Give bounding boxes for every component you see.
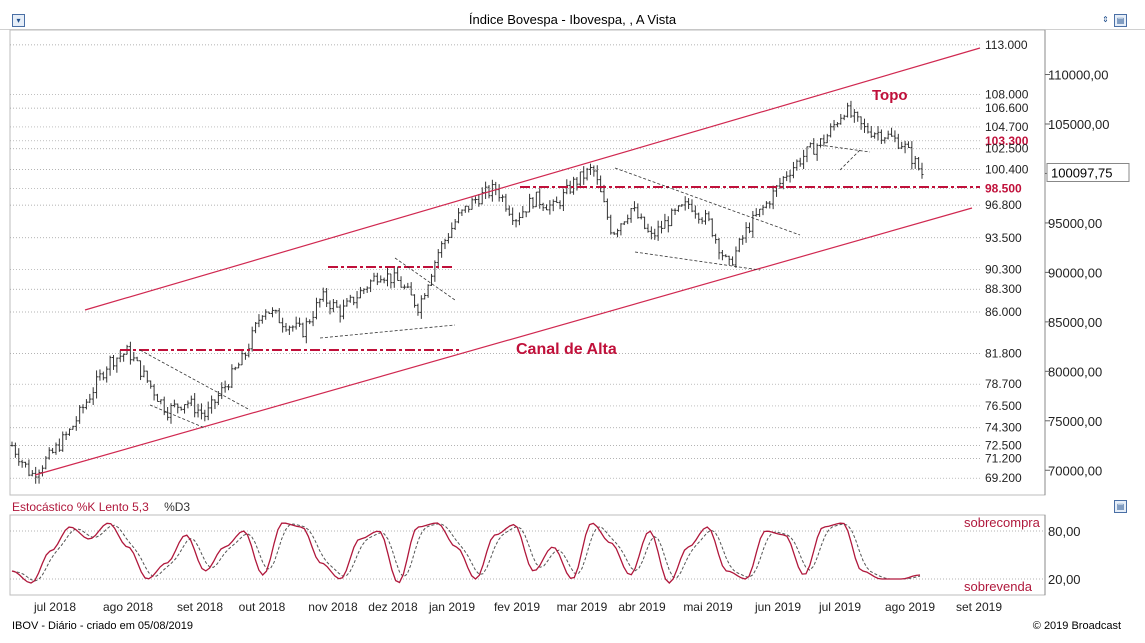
osc-frame [9, 514, 1046, 596]
x-tick-label: ago 2018 [103, 600, 153, 614]
footer-copyright: © 2019 Broadcast [1032, 620, 1121, 632]
pattern-line [839, 149, 861, 171]
level-label: 104.700 [985, 120, 1029, 134]
stoch-k-line [11, 522, 921, 584]
x-tick-label: nov 2018 [308, 600, 358, 614]
chart-title: Índice Bovespa - Ibovespa, , A Vista [468, 12, 677, 27]
y-tick-label: 80000,00 [1048, 364, 1102, 379]
level-label: 102.500 [985, 142, 1029, 156]
channel-lower [34, 207, 973, 476]
level-label: 74.300 [985, 421, 1022, 435]
y-tick-label: 95000,00 [1048, 216, 1102, 231]
level-label: 100.400 [985, 163, 1029, 177]
x-tick-label: jul 2019 [818, 600, 861, 614]
settings-icon[interactable]: ▤ [1114, 14, 1127, 27]
x-axis: jul 2018 ago 2018 set 2018 out 2018 nov 2018… [33, 600, 1002, 614]
zone-label-overbought: sobrecompra [964, 515, 1041, 530]
annotation-topo: Topo [872, 87, 908, 104]
x-tick-label: jan 2019 [428, 600, 475, 614]
level-label: 76.500 [985, 399, 1022, 413]
osc-tick-label: 80,00 [1048, 524, 1081, 539]
level-label: 103.300 [985, 134, 1029, 148]
level-label: 108.000 [985, 87, 1029, 101]
last-value-label: 100097,75 [1051, 165, 1112, 180]
oscillator-panel: 80,00 20,00 sobrecompra sobrevenda [9, 514, 1081, 596]
level-label: 78.700 [985, 377, 1022, 391]
oscillator-title: Estocástico %K Lento 5,3 %D3 [12, 500, 190, 514]
level-label: 69.200 [985, 471, 1022, 485]
level-label: 81.800 [985, 347, 1022, 361]
level-label: 93.500 [985, 231, 1022, 245]
x-tick-label: out 2018 [239, 600, 286, 614]
x-tick-label: dez 2018 [368, 600, 418, 614]
indicator-settings-icon[interactable]: ▤ [1114, 500, 1127, 513]
y-tick-label: 110000,00 [1048, 68, 1109, 83]
x-tick-label: jul 2018 [33, 600, 76, 614]
level-label: 113.000 [985, 38, 1028, 52]
x-tick-label: ago 2019 [885, 600, 935, 614]
level-label: 90.300 [985, 262, 1022, 276]
level-label: 98.500 [985, 181, 1022, 195]
last-value-box [1046, 162, 1130, 182]
pattern-line [614, 167, 801, 236]
level-label: 72.500 [985, 439, 1022, 453]
zone-label-oversold: sobrevenda [964, 579, 1033, 594]
annotation-canal: Canal de Alta [516, 341, 617, 358]
pattern-line [634, 251, 761, 271]
y-tick-label: 105000,00 [1048, 117, 1109, 132]
stoch-k-label: Estocástico %K Lento 5,3 [12, 500, 149, 514]
scroll-arrows-icon[interactable]: ⇕ [1102, 15, 1109, 24]
x-tick-label: set 2018 [177, 600, 223, 614]
level-label: 88.300 [985, 282, 1022, 296]
pattern-line [819, 144, 871, 153]
osc-tick-label: 20,00 [1048, 572, 1081, 587]
y-tick-label: 85000,00 [1048, 315, 1102, 330]
x-tick-label: set 2019 [956, 600, 1002, 614]
pattern-line [394, 257, 456, 301]
stoch-d-label: %D3 [164, 500, 191, 514]
menu-icon[interactable]: ▾ [12, 14, 25, 27]
stoch-d-line [11, 523, 921, 582]
x-tick-label: abr 2019 [618, 600, 666, 614]
level-label: 106.600 [985, 101, 1029, 115]
x-tick-label: mai 2019 [683, 600, 733, 614]
pattern-line [319, 324, 456, 339]
y-tick-label: 70000,00 [1048, 463, 1102, 478]
footer-info: IBOV - Diário - criado em 05/08/2019 [12, 620, 193, 632]
y-tick-label: 90000,00 [1048, 265, 1102, 280]
level-label: 86.000 [985, 305, 1022, 319]
level-label: 71.200 [985, 451, 1022, 465]
x-tick-label: mar 2019 [557, 600, 608, 614]
level-label: 96.800 [985, 198, 1022, 212]
x-tick-label: fev 2019 [494, 600, 540, 614]
x-tick-label: jun 2019 [754, 600, 801, 614]
channel-upper [84, 47, 981, 311]
pattern-line [139, 349, 251, 411]
y-tick-label: 75000,00 [1048, 414, 1102, 429]
